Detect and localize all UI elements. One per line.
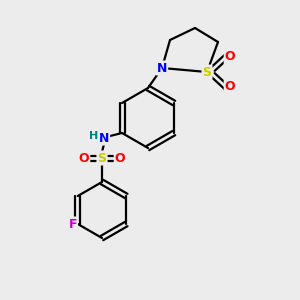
Text: H: H xyxy=(89,131,99,141)
Text: S: S xyxy=(202,65,211,79)
Text: F: F xyxy=(68,218,77,230)
Text: N: N xyxy=(99,131,109,145)
Text: O: O xyxy=(115,152,125,164)
Text: O: O xyxy=(225,80,235,94)
Text: N: N xyxy=(157,61,167,74)
Text: O: O xyxy=(79,152,89,164)
Text: S: S xyxy=(98,152,106,164)
Text: O: O xyxy=(225,50,235,64)
